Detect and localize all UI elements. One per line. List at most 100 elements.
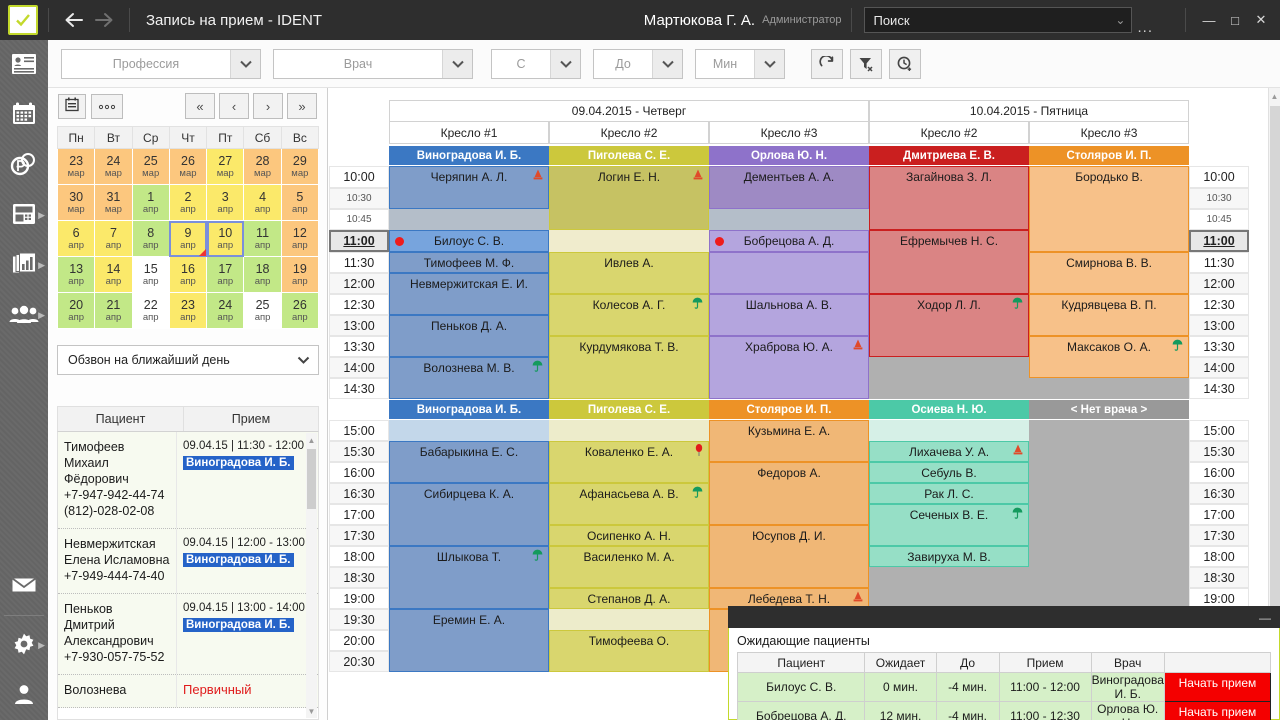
refresh-button[interactable] xyxy=(811,48,843,79)
search-input[interactable]: Поиск ⌄ xyxy=(864,7,1133,33)
list-item[interactable]: Волознева Первичный xyxy=(58,675,318,708)
appointment-block[interactable]: Дементьев А. А. xyxy=(709,166,869,209)
chevron-down-icon[interactable] xyxy=(288,346,318,374)
appointment-block[interactable]: Билоус С. В. xyxy=(389,230,549,252)
maximize-button[interactable]: □ xyxy=(1231,12,1239,28)
appointment-block[interactable]: Шлыкова Т. xyxy=(389,546,549,609)
calendar-day-20-апр[interactable]: 20 апр xyxy=(56,292,96,329)
chevron-down-icon[interactable] xyxy=(652,49,682,78)
appointment-block[interactable]: Колесов А. Г. xyxy=(549,294,709,336)
patient-list-scrollbar[interactable]: ▲ ▼ xyxy=(306,433,317,718)
appointment-block[interactable]: Максаков О. А. xyxy=(1029,336,1189,378)
calendar-day-27-мар[interactable]: 27 мар xyxy=(206,148,245,185)
appointment-block[interactable]: Логин Е. Н. xyxy=(549,166,709,230)
appointment-block[interactable]: Смирнова В. В. xyxy=(1029,252,1189,294)
calendar-day-11-апр[interactable]: 11 апр xyxy=(243,220,282,257)
calendar-day-7-апр[interactable]: 7 апр xyxy=(94,220,133,257)
appointment-block[interactable]: Кузьмина Е. А. xyxy=(709,420,869,462)
today-button[interactable] xyxy=(58,93,86,119)
appointment-block[interactable]: Себуль В. xyxy=(869,462,1029,483)
start-appointment-button[interactable]: Начать прием xyxy=(1163,672,1272,702)
appointment-block[interactable]: Ивлев А. xyxy=(549,252,709,294)
start-appointment-button[interactable]: Начать прием xyxy=(1163,701,1272,720)
table-row[interactable]: Бобрецова А. Д. 12 мин. -4 мин. 11:00 - 12:… xyxy=(736,701,1272,720)
appointment-block[interactable]: Осипенко А. Н. xyxy=(549,525,709,546)
appointment-block[interactable]: Курдумякова Т. В. xyxy=(549,336,709,399)
list-item[interactable]: Невмержитская Елена Исламовна +7-949-444-7… xyxy=(58,529,318,594)
appointment-block[interactable]: Шальнова А. В. xyxy=(709,294,869,336)
empty-slot[interactable] xyxy=(869,567,1029,609)
rail-item-schedule[interactable] xyxy=(0,90,48,140)
chevron-down-icon[interactable] xyxy=(442,49,472,78)
time-to-select[interactable]: До xyxy=(593,48,683,79)
rail-item-messages[interactable] xyxy=(0,561,48,611)
calendar-day-18-апр[interactable]: 18 апр xyxy=(243,256,282,293)
appointment-block[interactable]: Коваленко Е. А. xyxy=(549,441,709,483)
rail-item-settings[interactable]: ▶ xyxy=(0,620,48,670)
scrollbar-thumb[interactable] xyxy=(1270,106,1280,616)
calendar-day-23-апр[interactable]: 23 апр xyxy=(168,292,208,329)
calendar-day-26-апр[interactable]: 26 апр xyxy=(280,292,320,329)
calendar-day-24-апр[interactable]: 24 апр xyxy=(206,292,245,329)
popup-minimize-button[interactable]: — xyxy=(1259,611,1271,625)
calendar-day-2-апр[interactable]: 2 апр xyxy=(168,184,208,221)
calendar-day-6-апр[interactable]: 6 апр xyxy=(56,220,96,257)
empty-slot[interactable] xyxy=(549,420,709,441)
search-more-icon[interactable]: ... xyxy=(1137,19,1153,36)
calendar-day-9-апр[interactable]: 9 апр xyxy=(168,220,208,257)
calendar-day-13-апр[interactable]: 13 апр xyxy=(56,256,96,293)
appointment-block[interactable]: Завируха М. В. xyxy=(869,546,1029,567)
table-row[interactable]: Билоус С. В. 0 мин. -4 мин. 11:00 - 12:00 Ви… xyxy=(736,672,1272,702)
empty-slot[interactable] xyxy=(549,609,709,630)
calendar-day-25-апр[interactable]: 25 апр xyxy=(243,292,282,329)
nav-next-button[interactable]: › xyxy=(253,93,283,119)
forward-icon[interactable] xyxy=(89,5,119,35)
nav-prev-button[interactable]: ‹ xyxy=(219,93,249,119)
appointment-block[interactable]: Еремин Е. А. xyxy=(389,609,549,672)
appointment-block[interactable]: Лебедева Т. Н. xyxy=(709,588,869,609)
rail-item-cashbox[interactable]: ▶ xyxy=(0,190,48,240)
minimize-button[interactable]: — xyxy=(1202,12,1216,28)
appointment-block[interactable]: Ефремычев Н. С. xyxy=(869,230,1029,294)
doctor-select[interactable]: Врач xyxy=(273,48,473,79)
calendar-day-3-апр[interactable]: 3 апр xyxy=(206,184,245,221)
appointment-block[interactable]: Волознева М. В. xyxy=(389,357,549,399)
empty-slot[interactable] xyxy=(1029,378,1189,399)
calendar-day-25-мар[interactable]: 25 мар xyxy=(131,148,170,185)
appointment-block[interactable]: Василенко М. А. xyxy=(549,546,709,588)
calendar-day-16-апр[interactable]: 16 апр xyxy=(168,256,208,293)
appointment-block[interactable]: Степанов Д. А. xyxy=(549,588,709,609)
appointment-block[interactable]: Бобрецова А. Д. xyxy=(709,230,869,252)
calllist-select[interactable]: Обзвон на ближайший день xyxy=(57,345,319,375)
appointment-block[interactable]: Ходор Л. Л. xyxy=(869,294,1029,357)
appointment-block[interactable]: Пеньков Д. А. xyxy=(389,315,549,357)
scrollbar-thumb[interactable] xyxy=(307,449,316,509)
chevron-down-icon[interactable] xyxy=(754,49,784,78)
appointment-block[interactable]: Храброва Ю. А. xyxy=(709,336,869,399)
calendar-day-4-апр[interactable]: 4 апр xyxy=(243,184,282,221)
duration-select[interactable]: Мин xyxy=(695,48,785,79)
calendar-day-23-мар[interactable]: 23 мар xyxy=(56,148,96,185)
empty-slot[interactable] xyxy=(869,357,1029,378)
appointment-block[interactable]: Юсупов Д. И. xyxy=(709,525,869,588)
calendar-day-5-апр[interactable]: 5 апр xyxy=(280,184,320,221)
appointment-block[interactable]: Бородько В. xyxy=(1029,166,1189,252)
waiting-patients-button[interactable] xyxy=(889,48,921,79)
close-button[interactable]: ✕ xyxy=(1255,12,1267,27)
appointment-block[interactable]: Афанасьева А. В. xyxy=(549,483,709,525)
empty-slot[interactable] xyxy=(869,378,1029,399)
calendar-day-10-апр[interactable]: 10 апр xyxy=(206,220,245,257)
empty-slot[interactable] xyxy=(709,252,869,294)
calendar-day-17-апр[interactable]: 17 апр xyxy=(206,256,245,293)
appointment-block[interactable]: Черяпин А. Л. xyxy=(389,166,549,209)
appointment-block[interactable]: Кудрявцева В. П. xyxy=(1029,294,1189,336)
calendar-day-19-апр[interactable]: 19 апр xyxy=(280,256,320,293)
calendar-day-21-апр[interactable]: 21 апр xyxy=(94,292,133,329)
rail-item-account[interactable] xyxy=(0,670,48,720)
list-item[interactable]: Пеньков Дмитрий Александрович +7-930-057-75… xyxy=(58,594,318,675)
appointment-block[interactable]: Невмержитская Е. И. xyxy=(389,273,549,315)
rail-item-patients-card[interactable] xyxy=(0,40,48,90)
appointment-block[interactable]: Сибирцева К. А. xyxy=(389,483,549,546)
appointment-block[interactable]: Бабарыкина Е. С. xyxy=(389,441,549,483)
chevron-down-icon[interactable] xyxy=(550,49,580,78)
